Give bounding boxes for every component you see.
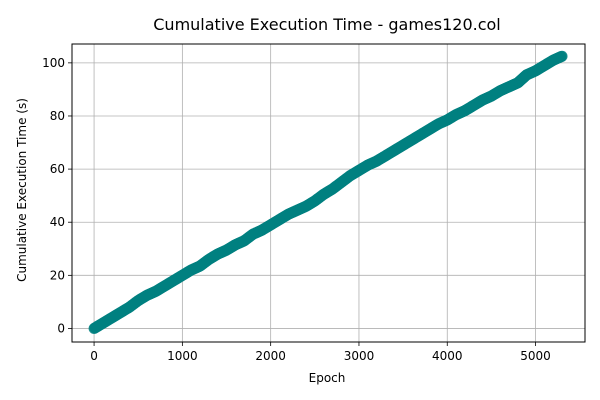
y-tick-label: 20	[50, 268, 65, 282]
data-points	[88, 50, 568, 334]
x-axis-label: Epoch	[309, 371, 346, 385]
y-tick-label: 80	[50, 109, 65, 123]
y-tick-label: 0	[57, 321, 65, 335]
x-tick-label: 5000	[520, 349, 551, 363]
x-tick-label: 2000	[255, 349, 286, 363]
y-axis-label: Cumulative Execution Time (s)	[15, 98, 29, 282]
x-tick-label: 4000	[432, 349, 463, 363]
x-tick-label: 1000	[167, 349, 198, 363]
x-tick-label: 3000	[344, 349, 375, 363]
y-tick-label: 40	[50, 215, 65, 229]
plot-frame	[71, 43, 586, 343]
ticks: 0 1000 2000 3000 4000 5000 0 20 40 60 80 100	[42, 56, 551, 363]
grid	[72, 44, 585, 342]
y-tick-label: 100	[42, 56, 65, 70]
x-tick-label: 0	[90, 349, 98, 363]
data-point	[556, 50, 568, 62]
chart-title: Cumulative Execution Time - games120.col	[153, 15, 501, 34]
y-tick-label: 60	[50, 162, 65, 176]
